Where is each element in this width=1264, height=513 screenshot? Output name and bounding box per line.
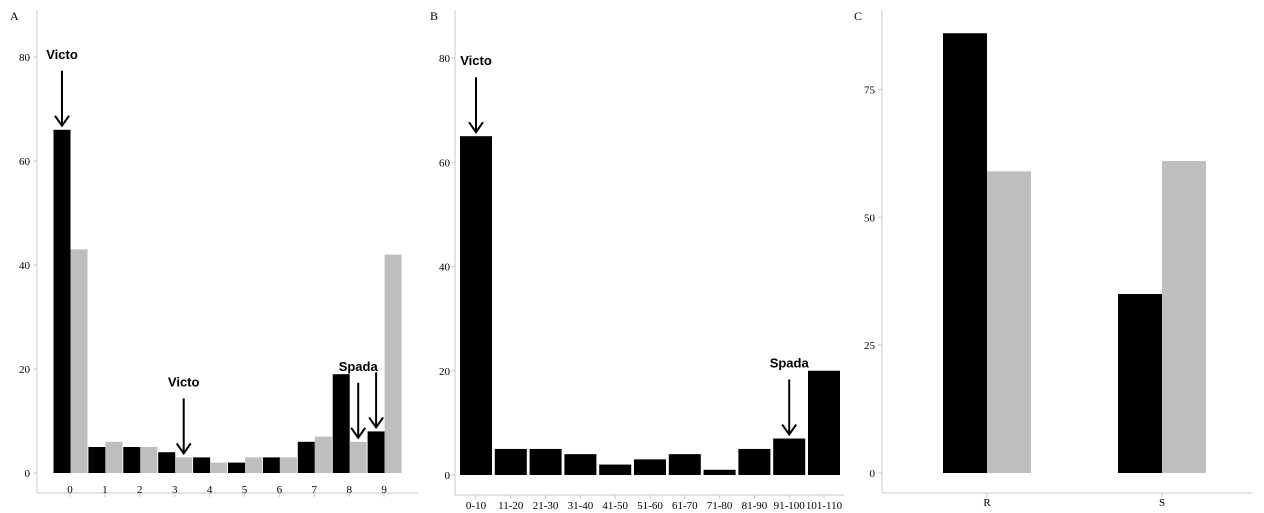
panel-c: C 0 25 50 75 R S xyxy=(854,9,1252,509)
bar xyxy=(384,254,402,473)
x-tick-label: 91-100 xyxy=(774,500,806,512)
annotation-arrowhead xyxy=(468,121,484,134)
x-tick-label: 0 xyxy=(67,484,73,496)
x-tick-label: 1 xyxy=(102,484,108,496)
x-tick-label: 61-70 xyxy=(672,500,698,512)
panel-letter: B xyxy=(430,9,438,23)
annotation-arrowhead xyxy=(54,115,70,128)
bar xyxy=(738,448,771,475)
x-tick-label: 2 xyxy=(137,484,143,496)
bar xyxy=(494,448,527,475)
x-tick-label: 41-50 xyxy=(602,500,628,512)
y-tick-label: 0 xyxy=(445,470,451,482)
bar xyxy=(193,457,211,473)
bar xyxy=(70,249,88,473)
bar xyxy=(158,452,176,473)
bar xyxy=(297,441,315,473)
x-tick-label: 101-110 xyxy=(806,500,843,512)
x-tick-label: 9 xyxy=(381,484,387,496)
y-tick-label: 20 xyxy=(19,364,31,376)
y-tick-label: 0 xyxy=(870,468,876,480)
bar xyxy=(943,33,987,474)
y-tick-label: 50 xyxy=(864,212,876,224)
x-tick-label: 71-80 xyxy=(707,500,733,512)
y-tick-label: 75 xyxy=(864,84,876,96)
bar xyxy=(123,447,141,473)
x-tick-label: 0-10 xyxy=(466,500,487,512)
bar xyxy=(245,457,262,473)
y-tick-label: 60 xyxy=(439,157,451,169)
x-tick-label: 21-30 xyxy=(533,500,559,512)
x-tick-label: 6 xyxy=(277,484,283,496)
x-tick-label: 7 xyxy=(312,484,318,496)
bar xyxy=(314,436,332,473)
annotation-label: Victo xyxy=(46,47,78,62)
bar xyxy=(808,370,840,475)
bar xyxy=(564,454,597,475)
panel-a: A 0 20 40 60 80 0 1 2 3 4 5 6 7 8 9 Victo Victo Spada xyxy=(10,9,418,497)
bar xyxy=(529,448,562,475)
bar xyxy=(140,447,158,473)
bar xyxy=(175,457,193,473)
panel-letter: A xyxy=(10,9,19,23)
x-tick-label: R xyxy=(983,497,991,509)
bar xyxy=(279,457,297,473)
bar xyxy=(773,438,806,475)
x-tick-label: S xyxy=(1159,497,1165,509)
x-tick-label: 8 xyxy=(346,484,352,496)
bar xyxy=(1118,294,1162,473)
x-tick-label: 5 xyxy=(242,484,248,496)
y-tick-label: 40 xyxy=(439,262,451,274)
annotation-arrowhead xyxy=(350,427,367,440)
y-tick-label: 0 xyxy=(25,468,31,480)
y-tick-label: 80 xyxy=(19,52,31,64)
y-tick-label: 80 xyxy=(439,53,451,65)
bar xyxy=(634,459,666,475)
x-tick-label: 51-60 xyxy=(637,500,663,512)
annotation-label: Victo xyxy=(168,374,200,389)
y-tick-label: 25 xyxy=(864,340,876,352)
annotation-label: Spada xyxy=(339,359,379,374)
bar xyxy=(228,462,245,473)
bar xyxy=(367,431,385,473)
bar xyxy=(53,129,71,474)
y-tick-label: 60 xyxy=(19,156,31,168)
x-tick-label: 3 xyxy=(172,484,178,496)
bar xyxy=(262,457,280,473)
bar xyxy=(599,464,632,475)
y-tick-label: 20 xyxy=(439,366,451,378)
x-tick-label: 4 xyxy=(207,484,213,496)
bar xyxy=(105,441,123,473)
annotation-label: Spada xyxy=(770,356,810,371)
annotation-arrowhead xyxy=(368,416,384,430)
bar xyxy=(987,171,1031,473)
x-tick-label: 31-40 xyxy=(568,500,594,512)
x-tick-label: 81-90 xyxy=(742,500,768,512)
annotation-label: Victo xyxy=(460,53,492,68)
annotation-arrowhead xyxy=(781,423,798,437)
x-tick-label: 11-20 xyxy=(498,500,524,512)
bar xyxy=(88,447,106,473)
bar xyxy=(349,441,367,473)
bar xyxy=(460,136,492,475)
panel-letter: C xyxy=(854,9,862,23)
annotation-arrowhead xyxy=(175,442,192,456)
y-tick-label: 40 xyxy=(19,260,31,272)
bar xyxy=(210,462,228,473)
bar xyxy=(703,469,736,475)
bar xyxy=(332,374,350,473)
panel-b: B 0 20 40 60 80 0-10 11-20 21-30 31-40 41-50 51-60 6… xyxy=(430,9,844,512)
bar xyxy=(668,454,701,475)
bar xyxy=(1162,161,1206,473)
